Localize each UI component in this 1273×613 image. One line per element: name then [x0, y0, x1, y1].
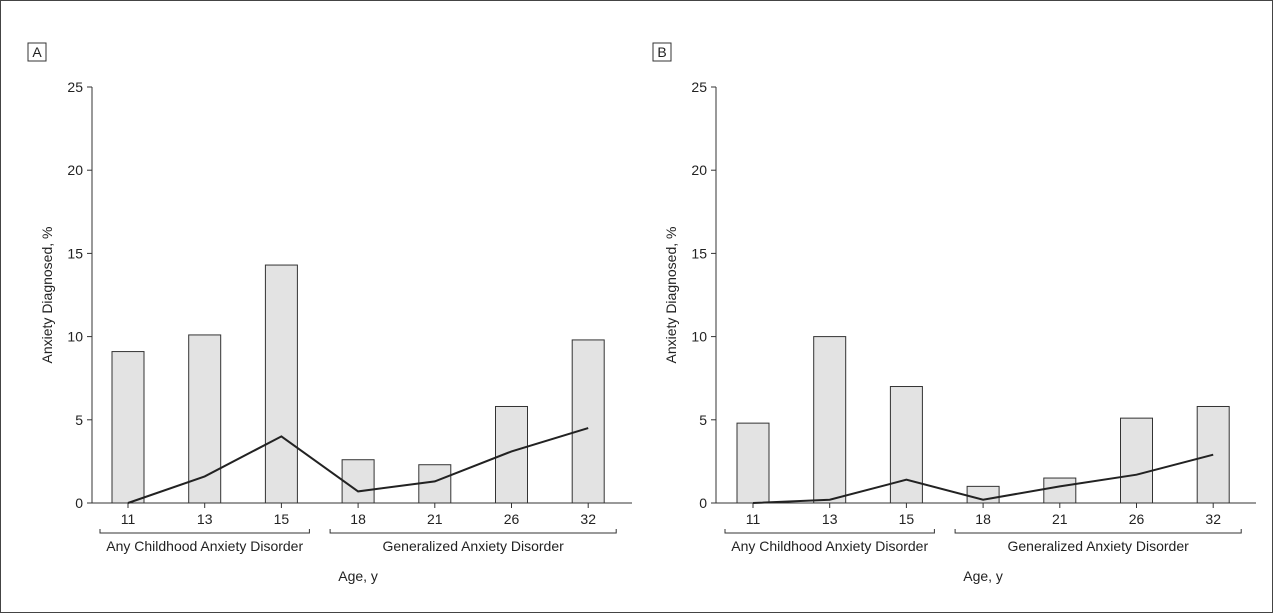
line-series: [752, 453, 1214, 504]
x-tick-label: 26: [504, 511, 520, 527]
bar: [1043, 477, 1077, 504]
x-tick-label: 26: [1129, 511, 1145, 527]
bar: [736, 422, 770, 504]
chart-panel-b: B 0 5 10 15 20 25 Anxiety Diagnosed, % 11 13 15 18 2…: [652, 42, 1256, 584]
x-tick-label: 32: [1205, 511, 1221, 527]
group-label: Any Childhood Anxiety Disorder: [731, 538, 928, 554]
x-tick-label: 18: [975, 511, 991, 527]
y-tick-label: 10: [67, 329, 83, 345]
x-tick-label: 21: [427, 511, 443, 527]
y-tick-label: 15: [691, 245, 707, 261]
bar: [1120, 417, 1153, 504]
x-tick-label: 15: [899, 511, 915, 527]
bar: [264, 264, 298, 504]
group-bracket: [724, 529, 935, 534]
bar: [571, 339, 605, 504]
y-tick-label: 25: [67, 79, 83, 95]
bar: [889, 386, 923, 504]
bar: [111, 351, 145, 504]
x-tick-label: 13: [822, 511, 838, 527]
panel-label-box: [652, 42, 672, 62]
group-bracket: [99, 529, 310, 534]
y-tick-label: 5: [75, 412, 83, 428]
bar: [418, 464, 452, 504]
line-series: [127, 427, 589, 504]
y-axis-title: Anxiety Diagnosed, %: [663, 227, 679, 364]
x-tick-label: 11: [121, 511, 136, 527]
x-tick-label: 11: [746, 511, 761, 527]
bar: [188, 334, 222, 504]
panel-label: B: [657, 44, 666, 60]
y-tick-label: 10: [691, 329, 707, 345]
x-axis-title: Age, y: [963, 568, 1003, 584]
y-tick-label: 0: [75, 495, 83, 511]
group-label: Generalized Anxiety Disorder: [1007, 538, 1189, 554]
bar: [341, 459, 375, 504]
chart-panel-a: A 0 5 10 15 20 25 Anxiety Diagnosed, % 11 13 15 18 2…: [27, 42, 632, 584]
x-tick-label: 15: [274, 511, 290, 527]
group-bracket: [954, 529, 1242, 534]
x-tick-label: 32: [580, 511, 596, 527]
y-tick-label: 20: [691, 162, 707, 178]
y-tick-label: 20: [67, 162, 83, 178]
group-label: Generalized Anxiety Disorder: [382, 538, 564, 554]
panel-label-box: [27, 42, 47, 62]
x-tick-label: 13: [197, 511, 213, 527]
x-axis-title: Age, y: [338, 568, 378, 584]
y-tick-label: 25: [691, 79, 707, 95]
y-tick-label: 5: [699, 412, 707, 428]
group-bracket: [329, 529, 617, 534]
y-tick-label: 15: [67, 245, 83, 261]
y-axis-title: Anxiety Diagnosed, %: [39, 227, 55, 364]
x-tick-label: 21: [1052, 511, 1068, 527]
group-label: Any Childhood Anxiety Disorder: [106, 538, 303, 554]
x-tick-label: 18: [350, 511, 366, 527]
y-tick-label: 0: [699, 495, 707, 511]
panel-label: A: [32, 44, 42, 60]
bar: [813, 336, 847, 504]
